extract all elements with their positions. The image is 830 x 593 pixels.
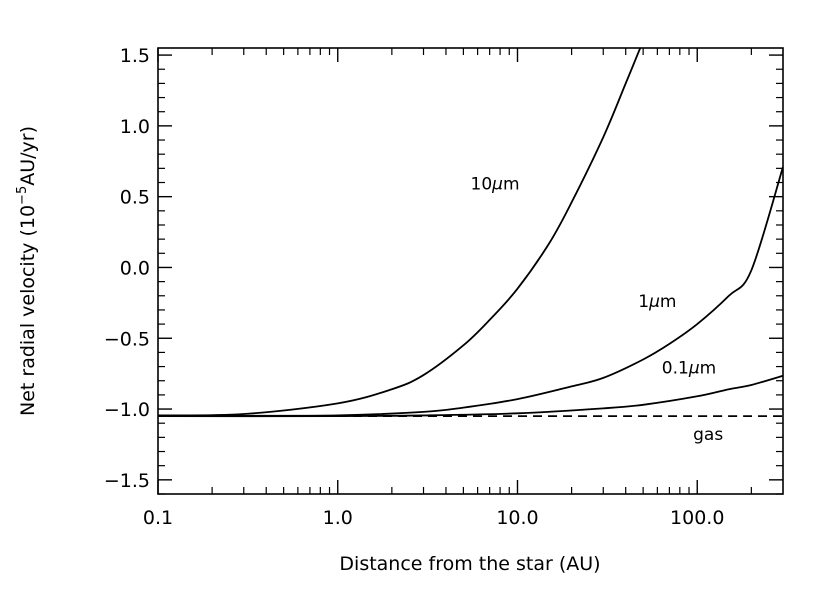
y-tick-label: 0.0 xyxy=(120,257,150,279)
x-tick-label: 100.0 xyxy=(670,507,724,529)
plot-frame xyxy=(157,47,784,495)
y-axis-ticks xyxy=(158,54,783,495)
y-axis-label: Net radial velocity (10−5AU/yr) xyxy=(15,126,39,416)
series-label: 1μm xyxy=(638,292,676,312)
y-axis-label-exponent: −5 xyxy=(15,186,30,205)
x-axis-ticks xyxy=(157,48,752,494)
series-line-10m xyxy=(158,48,642,417)
x-tick-label: 1.0 xyxy=(323,507,353,529)
y-axis-label-unit: AU/yr) xyxy=(17,126,39,186)
series-labels: 10μm 1μm 0.1μm gas xyxy=(471,175,724,446)
series-label: 0.1μm xyxy=(662,359,716,379)
x-tick-label: 10.0 xyxy=(496,507,538,529)
x-axis-tick-labels: 0.1 1.0 10.0 100.0 xyxy=(143,507,725,529)
x-tick-label: 0.1 xyxy=(143,507,173,529)
series-lines xyxy=(158,48,783,418)
y-tick-label: −1.5 xyxy=(104,470,150,492)
y-axis-tick-labels: −1.5 −1.0 −0.5 0.0 0.5 1.0 1.5 xyxy=(104,45,150,492)
y-tick-label: −1.0 xyxy=(104,399,150,421)
x-axis-label: Distance from the star (AU) xyxy=(339,553,600,575)
y-tick-label: 1.5 xyxy=(120,45,150,67)
y-tick-label: −0.5 xyxy=(104,328,150,350)
series-label: 10μm xyxy=(471,175,520,195)
series-label: gas xyxy=(693,425,723,445)
series-line-0.1m xyxy=(158,374,783,418)
y-axis-label-main: Net radial velocity (10 xyxy=(17,205,39,416)
y-tick-label: 1.0 xyxy=(120,116,150,138)
series-line-1m xyxy=(158,166,783,418)
y-tick-label: 0.5 xyxy=(120,187,150,209)
plot-area-border xyxy=(157,47,784,495)
